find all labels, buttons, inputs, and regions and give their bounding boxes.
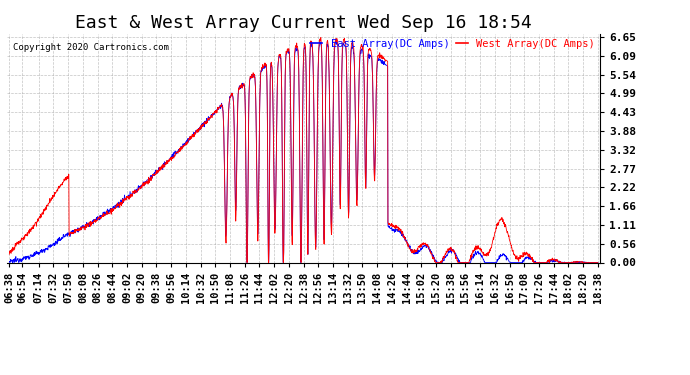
Title: East & West Array Current Wed Sep 16 18:54: East & West Array Current Wed Sep 16 18:… bbox=[75, 14, 532, 32]
Text: Copyright 2020 Cartronics.com: Copyright 2020 Cartronics.com bbox=[13, 43, 169, 52]
Legend: East Array(DC Amps), West Array(DC Amps): East Array(DC Amps), West Array(DC Amps) bbox=[310, 39, 595, 49]
